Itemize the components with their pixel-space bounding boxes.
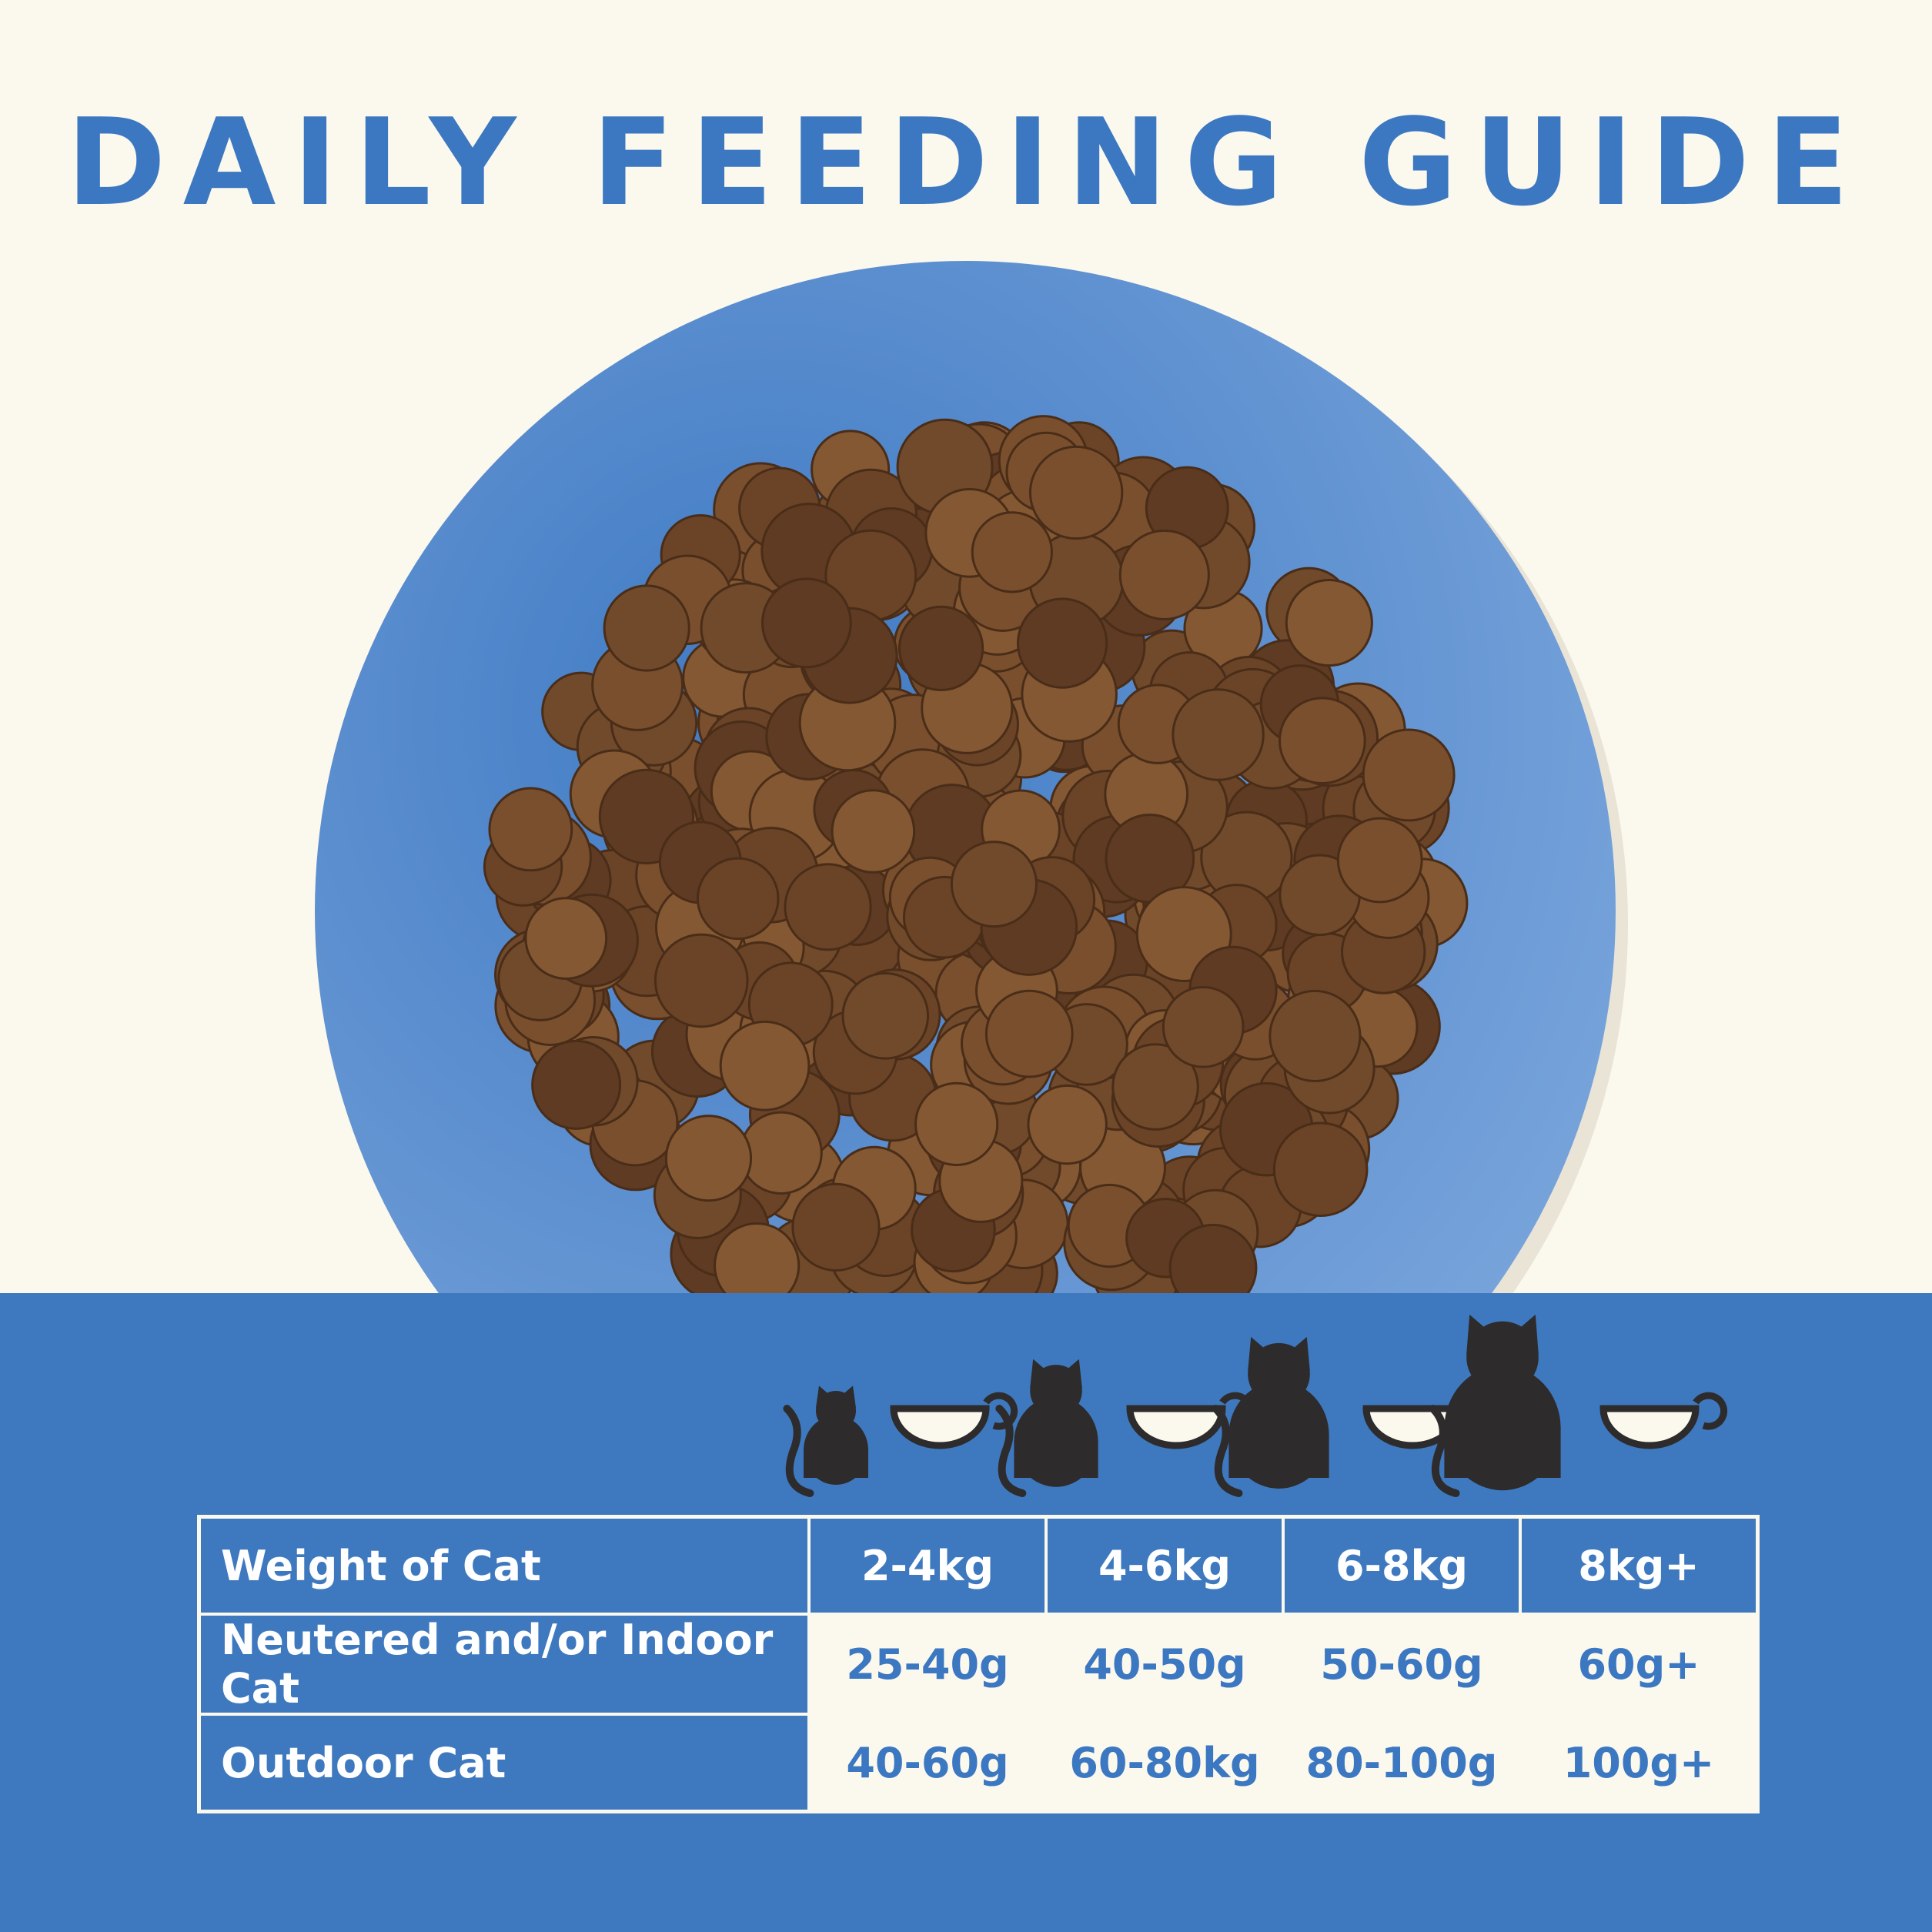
row-label: Neutered and/or Indoor Cat — [197, 1613, 811, 1716]
cat-ears — [1030, 1359, 1082, 1388]
kibble — [1111, 1043, 1199, 1131]
cat-icons — [783, 1314, 1728, 1497]
kibble — [603, 584, 690, 672]
kibble — [831, 789, 916, 874]
cell: 60g+ — [1519, 1613, 1760, 1716]
header-cell: 4-6kg — [1045, 1515, 1285, 1616]
kibble — [971, 511, 1053, 593]
kibble — [531, 1039, 622, 1130]
kibble — [1336, 817, 1423, 904]
kibble — [1028, 445, 1124, 540]
cell: 60-80kg — [1045, 1713, 1285, 1813]
title: DAILY FEEDING GUIDE — [66, 92, 1866, 232]
cell: 80-100g — [1282, 1713, 1522, 1813]
cat-ears — [1248, 1336, 1310, 1372]
kibble — [914, 1081, 999, 1166]
kibble — [1168, 1223, 1258, 1293]
cat-ears — [1466, 1314, 1539, 1355]
kibble — [1272, 1121, 1369, 1217]
cat-ears — [816, 1385, 856, 1408]
kibble — [841, 971, 930, 1060]
kibble — [1285, 579, 1373, 667]
kibble — [714, 1222, 801, 1293]
kibble — [1278, 697, 1366, 785]
kibble — [1118, 529, 1210, 620]
plate-photo — [315, 261, 1628, 1293]
bowl-handle — [1693, 1392, 1728, 1430]
cell: 40-60g — [807, 1713, 1048, 1813]
kibble — [950, 841, 1038, 928]
cat-base — [1228, 1435, 1329, 1478]
kibble — [488, 787, 573, 872]
kibble — [760, 577, 852, 669]
cat-tail — [1429, 1405, 1460, 1497]
kibble — [1362, 728, 1456, 822]
kibble — [664, 1115, 753, 1202]
cat-base — [1014, 1442, 1098, 1478]
header-cell: 8kg+ — [1519, 1515, 1760, 1616]
kibble — [524, 897, 608, 980]
kibble — [1016, 597, 1108, 689]
kibble — [984, 989, 1074, 1078]
kibble — [1172, 688, 1265, 781]
bowl — [1126, 1405, 1226, 1449]
cell: 50-60g — [1282, 1613, 1522, 1716]
kibble — [719, 1020, 811, 1111]
cat-bowl-icon — [783, 1385, 1018, 1497]
kibble — [791, 1182, 881, 1272]
row-label: Outdoor Cat — [197, 1713, 811, 1813]
cell: 100g+ — [1519, 1713, 1760, 1813]
kibble — [897, 605, 984, 692]
cell: 25-40g — [807, 1613, 1048, 1716]
kibble — [1269, 989, 1362, 1082]
cat-bowl-icon — [995, 1359, 1255, 1497]
cell: 40-50g — [1045, 1613, 1285, 1716]
kibble — [653, 933, 749, 1028]
kibble — [784, 863, 872, 951]
cat-base — [1444, 1428, 1561, 1478]
cat-tail — [783, 1405, 814, 1497]
header-row: Weight of Cat 2-4kg 4-6kg 6-8kg 8kg+ — [197, 1515, 1760, 1616]
bowl — [890, 1405, 990, 1449]
bowl — [1599, 1405, 1700, 1449]
kibble — [739, 1111, 823, 1195]
cat-base — [804, 1450, 868, 1478]
kibble — [1027, 1084, 1108, 1165]
header-cell: 6-8kg — [1282, 1515, 1522, 1616]
kibble-pile — [483, 415, 1469, 1293]
cat-bowl-icon — [1212, 1336, 1491, 1497]
cat-bowl-icon — [1429, 1314, 1728, 1497]
bowl-handle — [983, 1392, 1018, 1430]
header-cell: Weight of Cat — [197, 1515, 811, 1616]
table-row: Neutered and/or Indoor Cat 25-40g 40-50g… — [197, 1613, 1760, 1716]
header-cell: 2-4kg — [807, 1515, 1048, 1616]
feeding-table: Weight of Cat 2-4kg 4-6kg 6-8kg 8kg+ Neu… — [197, 1515, 1760, 1813]
kibble — [1162, 985, 1245, 1068]
kibble — [696, 857, 780, 941]
cat-tail — [1212, 1405, 1243, 1497]
table-row: Outdoor Cat 40-60g 60-80kg 80-100g 100g+ — [197, 1713, 1760, 1813]
cat-tail — [995, 1405, 1027, 1497]
